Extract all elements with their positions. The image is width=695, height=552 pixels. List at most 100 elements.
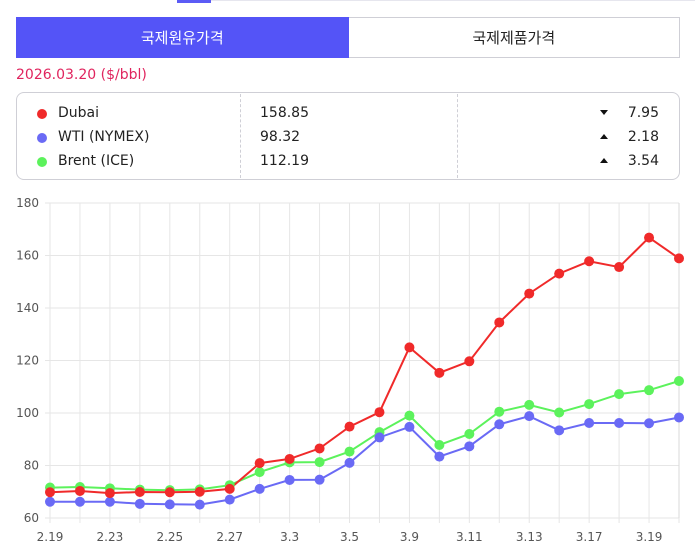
x-tick-label: 3.3 — [280, 530, 299, 544]
crude-price: 112.19 — [260, 153, 309, 169]
data-point — [614, 262, 625, 273]
data-point — [254, 467, 265, 478]
data-point — [164, 499, 175, 510]
price-row-brent: Brent (ICE) 112.19 3.54 — [17, 150, 679, 174]
legend-dot-brent — [37, 157, 47, 167]
data-point — [74, 496, 85, 507]
data-point — [224, 494, 235, 505]
data-point — [134, 487, 145, 498]
data-point — [614, 389, 625, 400]
y-tick-label: 180 — [16, 196, 39, 210]
tab-crude-oil-prices[interactable]: 국제원유가격 — [16, 17, 349, 58]
crude-change: 3.54 — [627, 153, 659, 169]
legend-dot-wti — [37, 133, 47, 143]
data-point — [104, 496, 115, 507]
data-point — [45, 496, 55, 507]
crude-name: Brent (ICE) — [58, 153, 135, 169]
y-tick-label: 120 — [16, 354, 39, 368]
data-point — [344, 421, 355, 432]
x-tick-label: 2.19 — [37, 530, 64, 544]
data-point — [524, 288, 535, 299]
x-tick-label: 3.17 — [576, 530, 603, 544]
x-tick-label: 3.5 — [340, 530, 359, 544]
y-tick-label: 140 — [16, 301, 39, 315]
x-tick-label: 2.23 — [97, 530, 124, 544]
data-point — [314, 443, 325, 454]
change-direction-icon — [600, 158, 608, 163]
price-summary-box: Dubai 158.85 7.95 WTI (NYMEX) 98.32 2.18… — [16, 92, 680, 180]
data-point — [344, 457, 355, 468]
crude-price: 158.85 — [260, 105, 309, 121]
column-divider — [240, 94, 241, 178]
data-point — [434, 440, 445, 451]
data-point — [104, 488, 115, 499]
data-point — [74, 485, 85, 496]
data-point — [224, 483, 235, 494]
change-direction-icon — [600, 110, 608, 115]
crude-change: 2.18 — [627, 129, 659, 145]
column-divider — [457, 94, 458, 178]
data-point — [404, 410, 415, 421]
price-line-chart: 60 80 100 120 140 160 180 2.19 2.23 2.25 2.27 3.3 3.… — [16, 196, 684, 544]
series-line — [49, 380, 680, 492]
data-point — [464, 429, 475, 439]
crude-change: 7.95 — [627, 105, 659, 121]
data-point — [644, 232, 655, 243]
data-point — [254, 458, 265, 469]
data-point — [434, 367, 445, 378]
data-point — [314, 474, 325, 485]
data-point — [674, 375, 684, 386]
data-point — [45, 487, 55, 498]
data-point — [134, 498, 145, 509]
crude-name: Dubai — [58, 105, 100, 121]
series-line — [50, 415, 680, 506]
price-row-dubai: Dubai 158.85 7.95 — [17, 102, 679, 126]
x-tick-label: 3.19 — [636, 530, 663, 544]
data-point — [494, 419, 505, 430]
data-point — [344, 446, 355, 457]
change-direction-icon — [600, 134, 608, 139]
data-point — [314, 457, 325, 468]
price-row-wti: WTI (NYMEX) 98.32 2.18 — [17, 126, 679, 150]
crude-price: 98.32 — [260, 129, 301, 145]
data-point — [254, 483, 265, 494]
x-tick-label: 2.27 — [216, 530, 243, 544]
data-point — [494, 317, 505, 328]
data-point — [674, 412, 684, 423]
x-tick-label: 3.9 — [400, 530, 419, 544]
data-point — [194, 486, 205, 497]
series-line — [49, 236, 680, 495]
data-point — [614, 417, 625, 428]
data-point — [644, 385, 655, 396]
tab-product-prices[interactable]: 국제제품가격 — [348, 17, 680, 58]
data-point — [584, 417, 595, 428]
y-tick-label: 60 — [24, 511, 39, 525]
date-unit-label: 2026.03.20 ($/bbl) — [16, 67, 147, 83]
price-type-tabs: 국제원유가격 국제제품가격 — [16, 17, 680, 58]
data-point — [404, 421, 415, 432]
x-tick-label: 3.11 — [456, 530, 483, 544]
data-point — [554, 407, 565, 418]
data-point — [554, 425, 565, 436]
data-point — [464, 441, 475, 452]
data-point — [434, 451, 445, 462]
x-tick-label: 3.13 — [516, 530, 543, 544]
top-divider — [211, 0, 695, 1]
data-point — [524, 411, 535, 422]
data-point — [194, 499, 205, 510]
y-tick-label: 80 — [24, 459, 39, 473]
data-point — [464, 356, 475, 367]
data-point — [374, 432, 385, 443]
y-tick-label: 100 — [16, 406, 39, 420]
data-point — [584, 256, 595, 267]
data-point — [374, 407, 385, 418]
legend-dot-dubai — [37, 109, 47, 119]
data-point — [674, 253, 684, 264]
data-point — [644, 418, 655, 429]
crude-name: WTI (NYMEX) — [58, 129, 150, 145]
data-point — [554, 268, 565, 279]
data-point — [404, 342, 415, 353]
data-point — [584, 399, 595, 410]
top-accent-bar — [177, 0, 211, 3]
data-point — [524, 399, 535, 410]
